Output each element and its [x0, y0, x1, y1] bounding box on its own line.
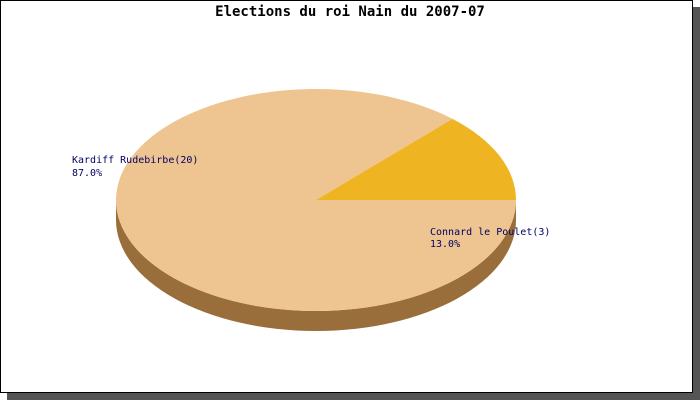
- slice-label-kardiff: Kardiff Rudebirbe(20): [72, 155, 198, 166]
- pie-slice-connard: [316, 118, 516, 200]
- pie-depth-layer: [116, 200, 516, 331]
- pie-side-kardiff: [116, 200, 516, 331]
- pie-top-layer: [116, 89, 516, 312]
- pie-slice-kardiff: [116, 89, 516, 312]
- slice-percent-kardiff: 87.0%: [72, 168, 102, 179]
- chart-title: Elections du roi Nain du 2007-07: [215, 4, 485, 20]
- slice-percent-connard: 13.0%: [430, 239, 460, 250]
- frame-shadow-right: [693, 7, 700, 400]
- frame-shadow-bottom: [7, 393, 700, 400]
- slice-label-connard: Connard le Poulet(3): [430, 227, 550, 238]
